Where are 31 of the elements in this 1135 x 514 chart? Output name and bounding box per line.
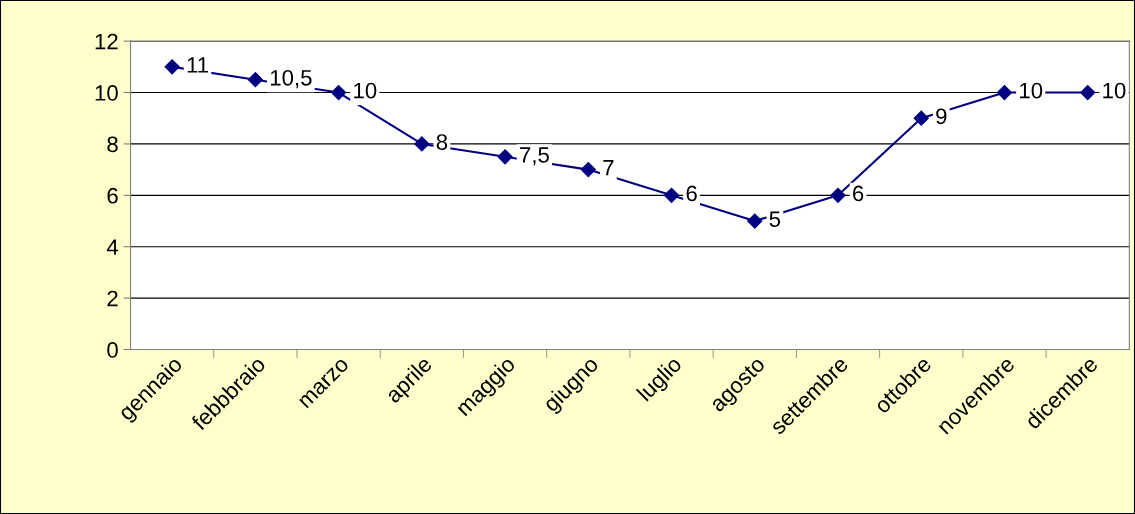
- point: [331, 84, 347, 101]
- y-tick-label: 2: [107, 290, 118, 307]
- data-label: 7: [603, 160, 614, 176]
- data-label: 10: [354, 82, 377, 99]
- point: [247, 72, 263, 88]
- data-label: 7,5: [520, 147, 549, 166]
- y-tick-label: 0: [107, 342, 118, 358]
- data-label: 8: [436, 134, 448, 150]
- point: [913, 110, 929, 126]
- point: [663, 187, 680, 203]
- point: [747, 213, 763, 229]
- y-tick-label: 6: [107, 187, 118, 204]
- point: [1080, 84, 1096, 101]
- data-label: 11: [187, 57, 209, 73]
- point: [580, 162, 596, 178]
- data-label: 6: [853, 185, 864, 202]
- data-label: 10: [1020, 82, 1043, 99]
- data-label: 10,5: [270, 69, 312, 89]
- point: [414, 136, 430, 152]
- data-label: 6: [686, 185, 697, 202]
- data-label: 5: [769, 211, 781, 227]
- y-tick-label: 4: [106, 239, 119, 255]
- y-tick-label: 10: [95, 85, 118, 101]
- point: [996, 84, 1013, 101]
- data-label: 9: [936, 108, 947, 125]
- data-label: 10: [1103, 82, 1126, 99]
- point: [830, 187, 846, 203]
- point: [164, 59, 180, 75]
- point: [497, 149, 513, 165]
- y-tick-label: 12: [95, 33, 118, 50]
- y-tick-label: 8: [107, 136, 118, 153]
